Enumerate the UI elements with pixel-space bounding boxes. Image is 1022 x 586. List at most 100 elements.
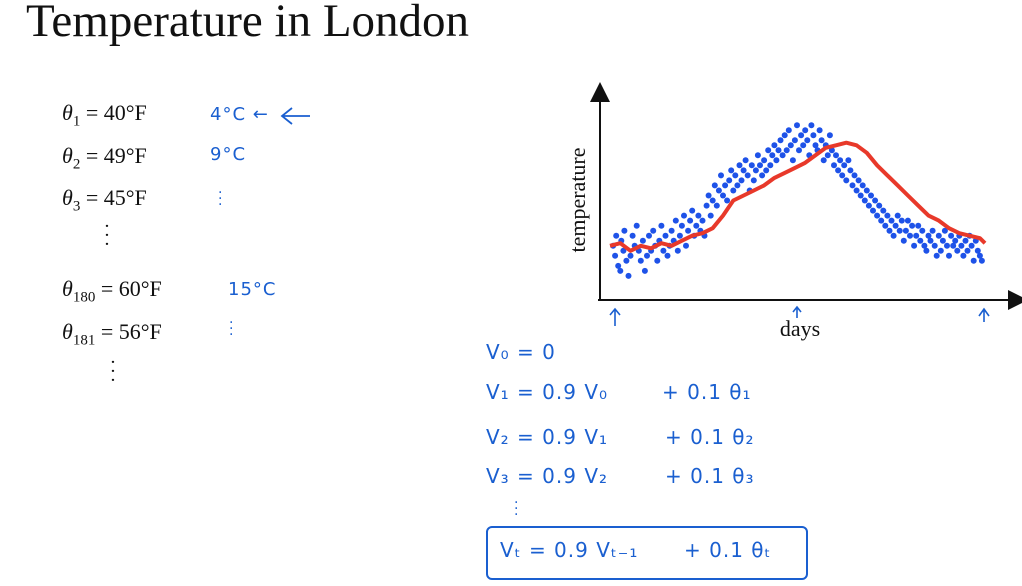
scatter-point [968,242,975,249]
scatter-point [824,152,831,159]
theta-subscript: 3 [72,198,81,215]
moving-average-line [609,140,987,253]
scatter-point [882,222,889,229]
theta-equation-3: θ3 = 45°F [62,185,147,215]
scatter-point [917,237,924,244]
scatter-point [874,212,881,219]
blue-ellipsis: · · · [229,315,235,343]
scatter-point [954,247,961,254]
recurrence-v0: V₀ = 0 [486,340,556,364]
scatter-point [707,212,714,219]
scatter-point [849,182,856,189]
scatter-point [927,237,934,244]
scatter-point [693,222,700,229]
scatter-point [613,232,620,239]
left-arrow-icon [280,107,310,125]
vertical-ellipsis: · · · [104,216,110,255]
scatter-point [798,132,805,139]
scatter-point [761,157,768,164]
scatter-point [748,162,755,169]
scatter-point [633,222,640,229]
scatter-point [794,122,800,129]
scatter-point [890,232,897,239]
scatter-point [791,137,798,144]
up-arrow-icon [978,307,990,322]
scatter-point [689,207,696,214]
scatter-point [841,162,848,169]
scatter-point [678,222,685,229]
scatter-point [699,217,706,224]
scatter-point [771,142,778,149]
scatter-point [637,257,644,264]
scatter-point [775,147,782,154]
scatter-point [962,237,969,244]
theta-equation-1: θ1 = 40°F [62,100,147,130]
scatter-point [944,242,950,249]
scatter-point [785,127,792,134]
scatter-point [941,227,948,234]
scatter-point [907,232,913,239]
scatter-point [812,142,819,149]
scatter-point [664,252,671,259]
scatter-point [868,192,874,199]
scatter-point [804,137,811,144]
scatter-point [884,212,891,219]
celsius-note-180: 15°C [228,279,277,300]
scatter-point [950,242,957,249]
theta-symbol: θ [62,143,73,168]
scatter-point [833,152,839,159]
scatter-point [767,162,774,169]
scatter-point [880,207,887,214]
scatter-point [734,182,741,189]
scatter-point [837,157,844,164]
scatter-point [724,197,731,204]
scatter-point [787,142,794,149]
scatter-point [828,147,835,154]
scatter-point [808,122,815,129]
scatter-point [896,227,903,234]
scatter-point [948,232,955,239]
scatter-point [845,157,852,164]
scatter-point [935,232,942,239]
scatter-point [754,152,761,159]
recurrence-v1-rhs: + 0.1 θ₁ [662,380,752,404]
scatter-point [904,217,911,224]
scatter-point [900,237,907,244]
scatter-point [929,227,936,234]
scatter-point [763,167,770,174]
scatter-point [898,217,905,224]
scatter-point [843,177,850,184]
scatter-point [847,167,854,174]
scatter-point [744,172,751,179]
scatter-point [641,267,648,274]
scatter-point [970,257,977,264]
scatter-point [894,212,901,219]
vertical-ellipsis: · · · [110,352,116,391]
scatter-point [715,187,722,194]
scatter-point [939,237,946,244]
scatter-point [759,172,766,179]
scatter-point [683,242,689,249]
theta-value: = 49°F [85,143,147,168]
scatter-point [662,232,669,239]
scatter-point [800,142,807,149]
recurrence-v1: V₁ = 0.9 V₀ [486,380,609,404]
scatter-point [913,232,920,239]
scatter-point [676,232,683,239]
scatter-point [660,247,667,254]
scatter-point [886,227,893,234]
recurrence-v2: V₂ = 0.9 V₁ [486,425,609,449]
scatter-point [865,202,872,209]
scatter-point [732,172,739,179]
scatter-point [674,247,681,254]
recurrence-vt: Vₜ = 0.9 Vₜ₋₁ [500,538,639,562]
recurrence-v3-rhs: + 0.1 θ₃ [665,464,755,488]
scatter-point [718,172,724,179]
scatter-point [730,187,737,194]
scatter-point [888,217,895,224]
scatter-point [672,217,679,224]
scatter-point [713,202,720,209]
theta-equation-181: θ181 = 56°F [62,319,162,349]
scatter-point [773,157,780,164]
